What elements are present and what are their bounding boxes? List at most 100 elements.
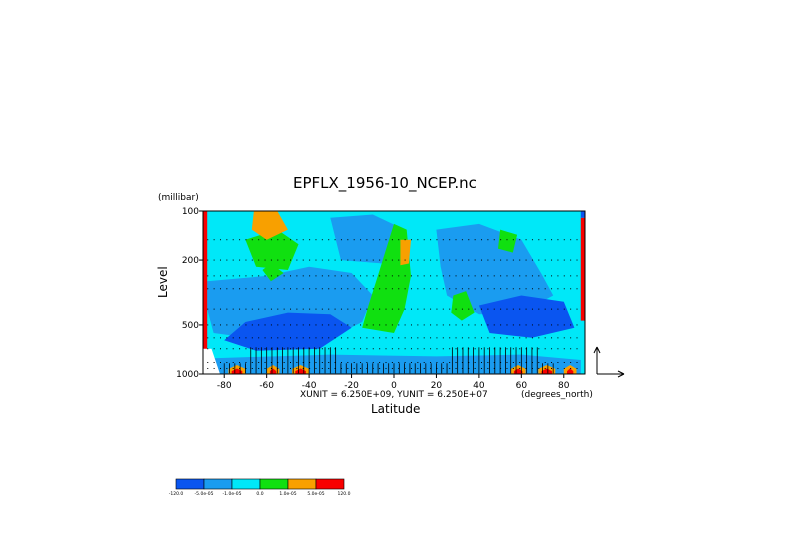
vector-dot (270, 324, 272, 326)
vector-dot (487, 361, 489, 363)
vector-dot (264, 367, 266, 369)
vector-dot (251, 288, 253, 290)
vector-dot (391, 239, 393, 241)
vector-dot (270, 308, 272, 310)
vector-dot (270, 288, 272, 290)
vector-dot (531, 288, 533, 290)
vector-dot (239, 308, 241, 310)
vector-dot (468, 259, 470, 261)
vector-dot (372, 361, 374, 363)
vector-dot (277, 288, 279, 290)
vector-dot (321, 288, 323, 290)
vector-dot (232, 308, 234, 310)
vector-dot (398, 361, 400, 363)
vector-dot (315, 239, 317, 241)
vector-dot (290, 275, 292, 277)
vector-dot (245, 275, 247, 277)
vector-dot (544, 275, 546, 277)
vector-dot (360, 239, 362, 241)
vector-dot (525, 324, 527, 326)
colorbar-swatch (287, 478, 317, 490)
vector-dot (353, 275, 355, 277)
vector-dot (557, 348, 559, 350)
vector-dot (506, 324, 508, 326)
vector-dot (525, 259, 527, 261)
vector-dot (544, 367, 546, 369)
vector-dot (321, 367, 323, 369)
vector-dot (213, 367, 215, 369)
vector-dot (290, 337, 292, 339)
vector-dot (379, 361, 381, 363)
vector-dot (493, 259, 495, 261)
vector-dot (207, 288, 209, 290)
vector-dot (290, 361, 292, 363)
vector-dot (251, 348, 253, 350)
x-tick-label: 20 (431, 381, 443, 391)
vector-dot (219, 337, 221, 339)
vector-dot (410, 259, 412, 261)
vector-dot (302, 361, 304, 363)
vector-dot (398, 259, 400, 261)
vector-dot (551, 361, 553, 363)
vector-dot (398, 288, 400, 290)
vector-dot (468, 308, 470, 310)
x-tick-label: -40 (302, 381, 317, 391)
vector-dot (226, 348, 228, 350)
vector-dot (417, 308, 419, 310)
vector-dot (487, 288, 489, 290)
vector-dot (207, 308, 209, 310)
vector-dot (493, 348, 495, 350)
vector-dot (563, 337, 565, 339)
vector-dot (506, 348, 508, 350)
vector-dot (468, 288, 470, 290)
vector-dot (219, 259, 221, 261)
vector-dot (487, 337, 489, 339)
vector-dot (576, 324, 578, 326)
vector-dot (283, 239, 285, 241)
vector-dot (302, 259, 304, 261)
vector-dot (493, 275, 495, 277)
vector-dot (557, 288, 559, 290)
vector-dot (372, 324, 374, 326)
vector-dot (226, 367, 228, 369)
vector-dot (557, 367, 559, 369)
vector-dot (538, 324, 540, 326)
vector-dot (315, 288, 317, 290)
vector-dot (353, 239, 355, 241)
vector-dot (270, 337, 272, 339)
chart-title: EPFLX_1956-10_NCEP.nc (293, 174, 477, 192)
vector-dot (213, 259, 215, 261)
vector-dot (512, 337, 514, 339)
vector-dot (525, 239, 527, 241)
vector-dot (544, 337, 546, 339)
vector-dot (557, 275, 559, 277)
vector-dot (455, 348, 457, 350)
vector-dot (436, 348, 438, 350)
vector-dot (500, 288, 502, 290)
vector-dot (328, 275, 330, 277)
vector-dot (474, 348, 476, 350)
vector-dot (251, 361, 253, 363)
vector-dot (321, 361, 323, 363)
vector-dot (570, 259, 572, 261)
region-green-5 (498, 229, 518, 253)
vector-dot (404, 361, 406, 363)
vector-dot (309, 324, 311, 326)
vector-dot (334, 367, 336, 369)
vector-dot (366, 367, 368, 369)
vector-dot (538, 259, 540, 261)
vector-dot (570, 367, 572, 369)
vector-dot (468, 361, 470, 363)
vector-dot (391, 348, 393, 350)
vector-dot (328, 337, 330, 339)
vector-dot (430, 348, 432, 350)
vector-dot (219, 361, 221, 363)
region-green-4 (262, 263, 284, 282)
vector-dot (302, 288, 304, 290)
vector-dot (270, 361, 272, 363)
vector-dot (563, 275, 565, 277)
vector-dot (385, 239, 387, 241)
vector-dot (251, 239, 253, 241)
vector-dot (468, 239, 470, 241)
